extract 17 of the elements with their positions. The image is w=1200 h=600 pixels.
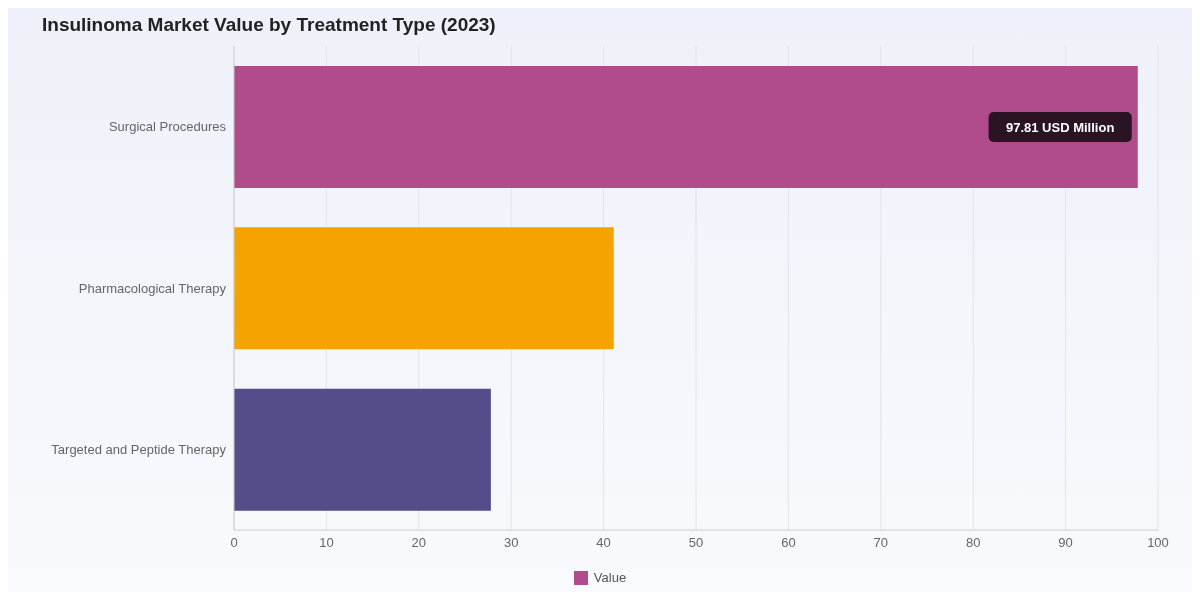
data-label: 97.81 USD Million [1005,119,1115,135]
x-tick-label: 80 [965,535,981,551]
x-tick-label: 60 [781,535,796,551]
chart-title: Insulinoma Market Value by Treatment Type (2023) [41,13,497,37]
x-tick-label: 100 [1147,535,1169,551]
legend-label: Value [592,570,627,585]
x-tick-label: 70 [873,535,889,551]
y-tick-label: Targeted and Peptide Therapy [51,441,227,457]
y-tick-label: Pharmacological Therapy [78,280,227,296]
x-tick-label: 30 [503,535,519,551]
x-tick-label: 90 [1058,535,1073,551]
x-tick-label: 0 [230,535,238,551]
x-tick-label: 20 [411,535,427,551]
x-tick-label: 50 [688,535,704,551]
y-tick-label: Surgical Procedures [108,119,227,135]
x-tick-label: 40 [596,535,611,551]
x-tick-label: 10 [319,535,334,551]
